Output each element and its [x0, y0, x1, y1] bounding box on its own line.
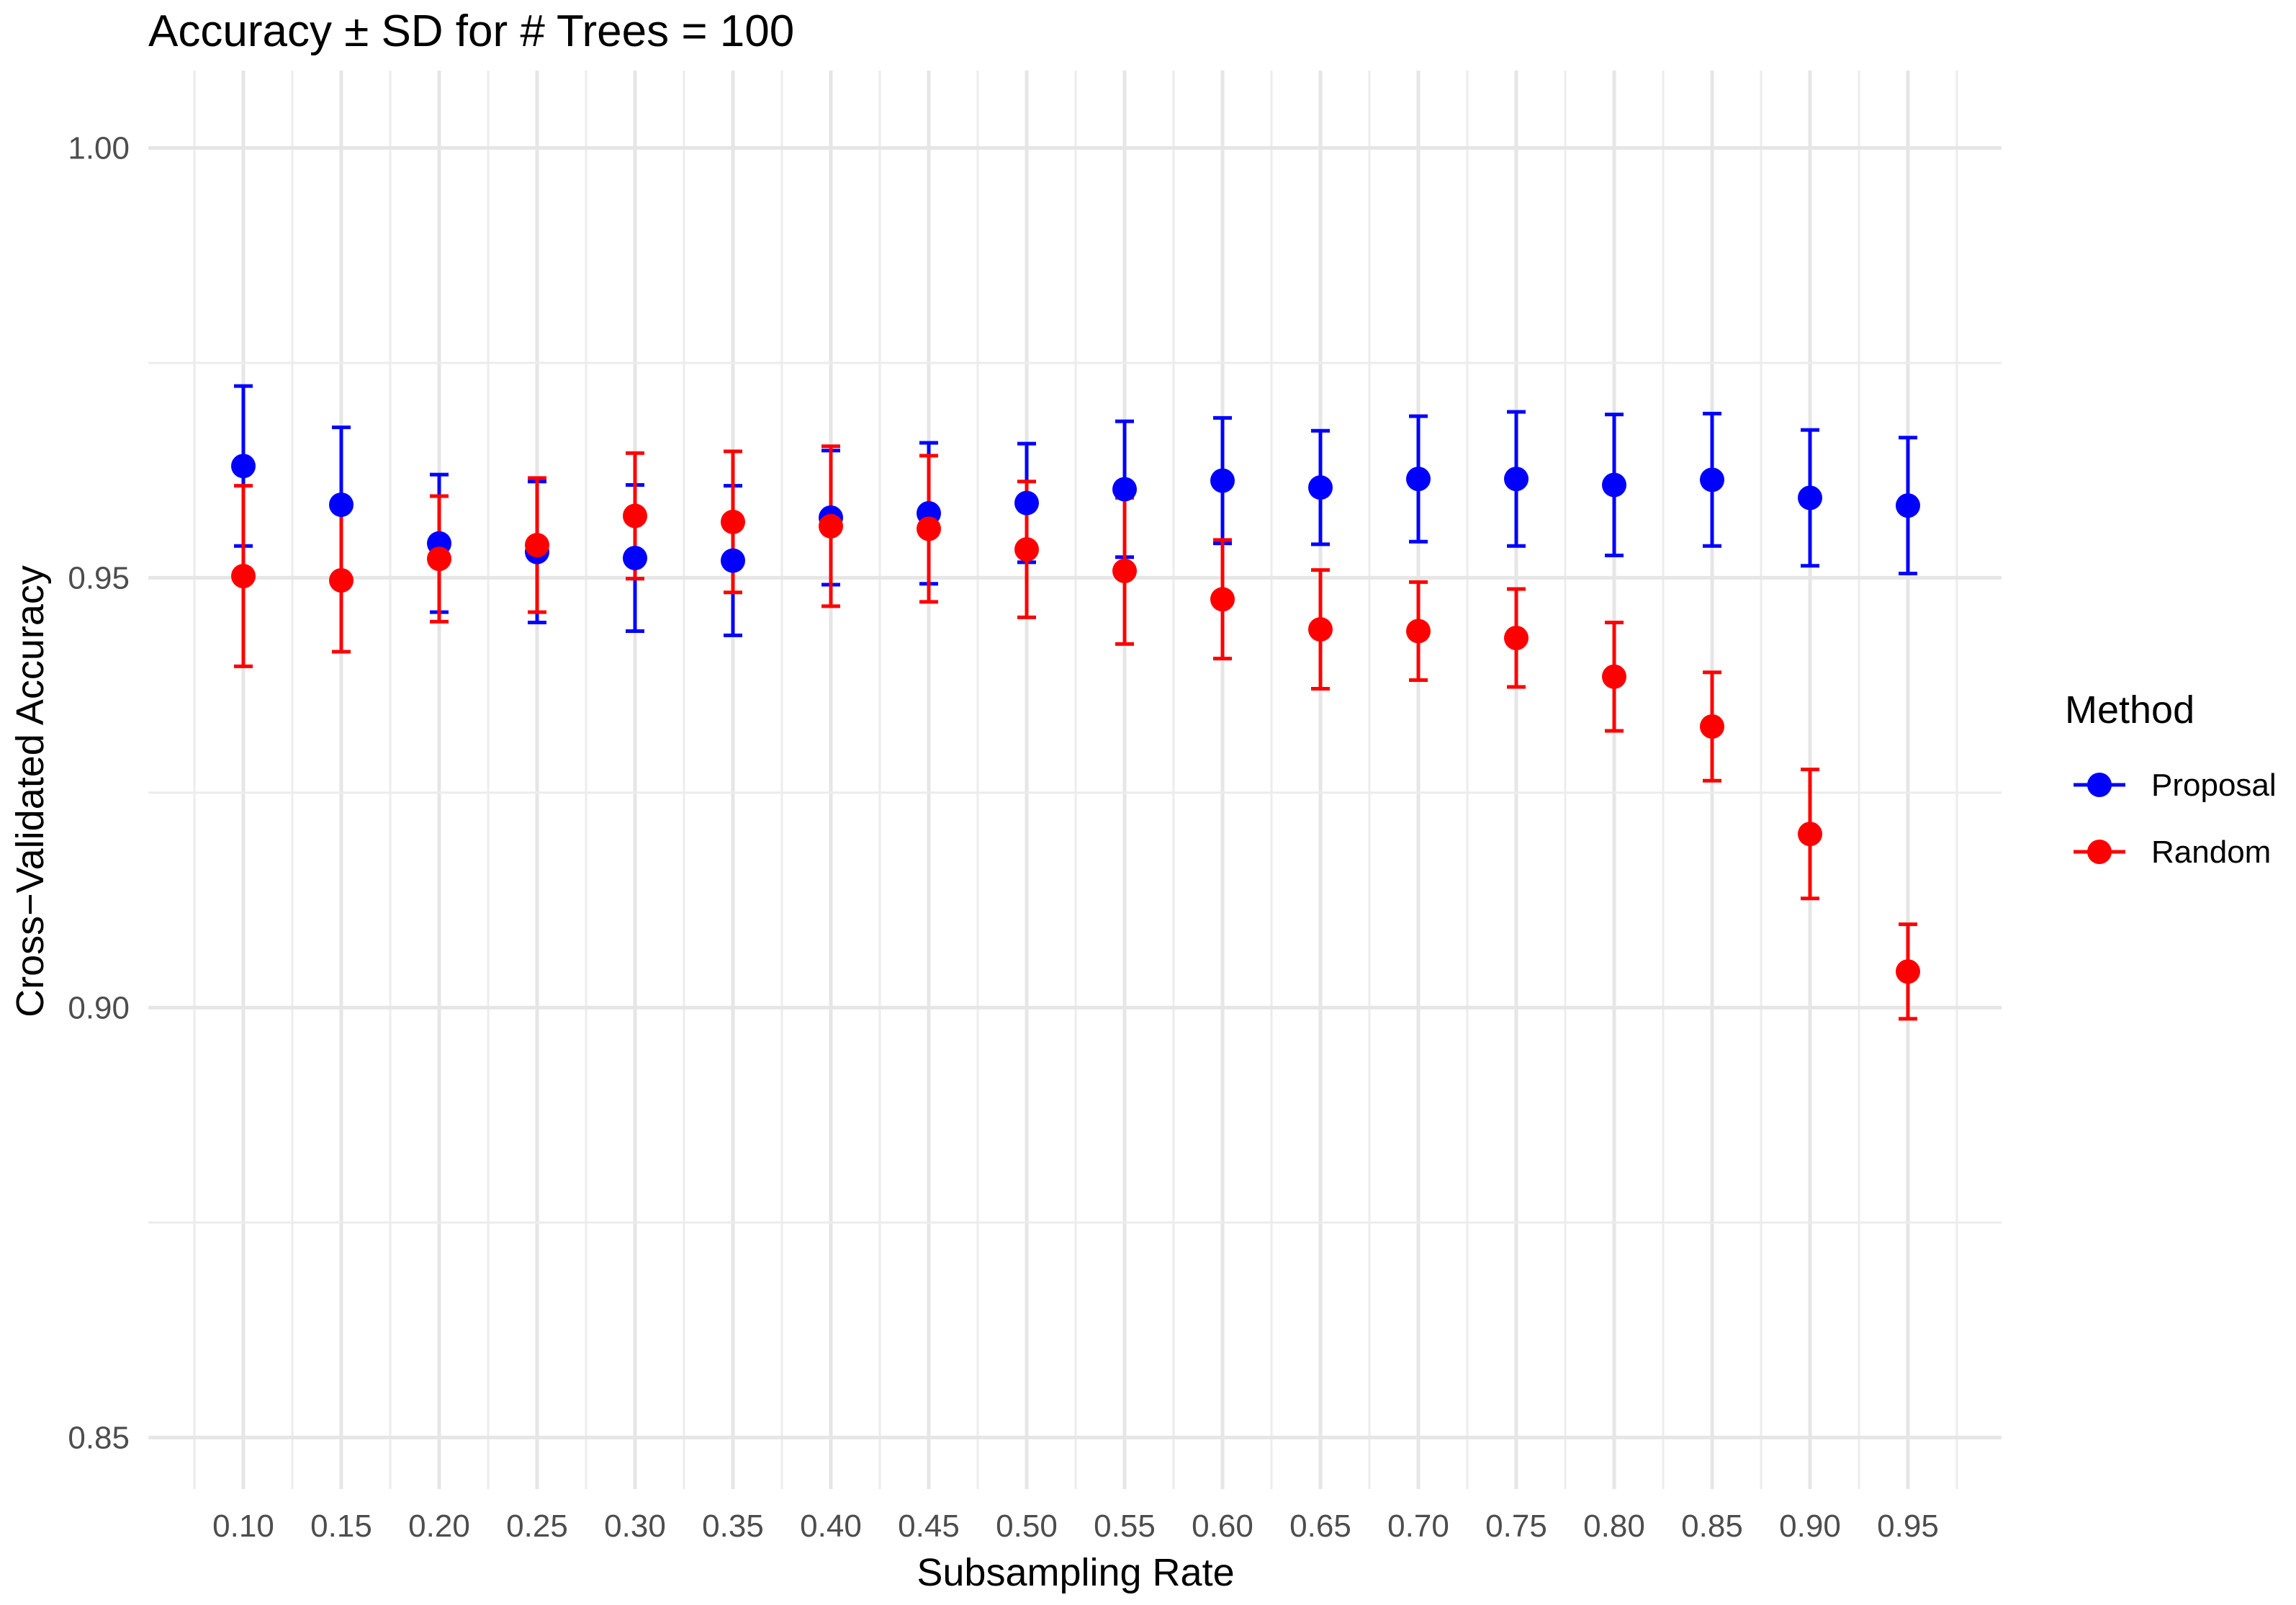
data-point	[1406, 619, 1431, 644]
legend-title: Method	[2065, 688, 2194, 732]
grid	[148, 71, 2002, 1489]
x-tick-label: 0.55	[1094, 1509, 1156, 1544]
x-tick-label: 0.65	[1289, 1509, 1351, 1544]
x-tick-label: 0.90	[1779, 1509, 1841, 1544]
data-point	[1504, 626, 1529, 650]
x-tick-label: 0.10	[212, 1509, 274, 1544]
data-point	[1896, 959, 1920, 984]
y-tick-label: 1.00	[68, 130, 130, 166]
legend-key-point	[2087, 773, 2112, 797]
data-point	[1700, 467, 1724, 493]
x-tick-label: 0.25	[506, 1509, 568, 1544]
data-point	[1210, 468, 1235, 493]
data-point	[1210, 587, 1235, 612]
data-points	[231, 454, 1920, 984]
legend-item: Proposal	[2074, 768, 2277, 803]
x-tick-label: 0.85	[1681, 1509, 1743, 1544]
data-point	[1504, 467, 1529, 492]
data-point	[721, 509, 745, 534]
legend: Method Proposal Random	[2065, 688, 2277, 870]
data-point	[231, 454, 256, 479]
data-point	[1602, 664, 1626, 689]
data-point	[231, 564, 256, 589]
legend-item: Random	[2074, 835, 2271, 870]
data-point	[721, 548, 745, 573]
y-tick-label: 0.85	[68, 1420, 130, 1455]
x-tick-label: 0.60	[1192, 1509, 1253, 1544]
y-tick-label: 0.95	[68, 560, 130, 595]
x-tick-label: 0.15	[310, 1509, 372, 1544]
y-axis-title: Cross−Validated Accuracy	[9, 565, 52, 1017]
data-point	[1112, 477, 1137, 502]
data-point	[1798, 485, 1822, 511]
data-point	[1014, 537, 1039, 562]
chart-title: Accuracy ± SD for # Trees = 100	[148, 6, 794, 56]
tick-labels: 0.85 0.90 0.95 1.00 0.10 0.15 0.20 0.25 0.30 0.35…	[68, 130, 1938, 1544]
x-tick-label: 0.40	[800, 1509, 862, 1544]
data-point	[917, 516, 941, 541]
x-axis-title: Subsampling Rate	[917, 1551, 1234, 1594]
x-tick-label: 0.20	[408, 1509, 470, 1544]
data-point	[623, 545, 647, 570]
x-tick-label: 0.95	[1877, 1509, 1939, 1544]
data-point	[427, 547, 451, 572]
legend-key-point	[2087, 840, 2112, 864]
data-point	[819, 513, 843, 539]
data-point	[1700, 714, 1724, 739]
x-tick-label: 0.30	[604, 1509, 666, 1544]
data-point	[1896, 493, 1920, 518]
legend-label: Random	[2151, 835, 2271, 870]
x-tick-label: 0.70	[1387, 1509, 1449, 1544]
x-tick-label: 0.35	[702, 1509, 764, 1544]
data-point	[329, 492, 354, 517]
x-tick-label: 0.75	[1485, 1509, 1547, 1544]
x-tick-label: 0.80	[1583, 1509, 1645, 1544]
data-point	[1308, 617, 1333, 642]
data-point	[1112, 558, 1137, 583]
data-point	[1406, 467, 1431, 492]
data-point	[525, 533, 549, 558]
legend-label: Proposal	[2151, 768, 2277, 803]
x-tick-label: 0.50	[996, 1509, 1058, 1544]
data-point	[329, 568, 354, 593]
data-point	[1602, 472, 1626, 498]
x-tick-label: 0.45	[898, 1509, 960, 1544]
y-tick-label: 0.90	[68, 990, 130, 1025]
data-point	[623, 503, 647, 529]
data-point	[1798, 822, 1822, 847]
data-point	[1014, 490, 1039, 516]
data-point	[1308, 475, 1333, 500]
